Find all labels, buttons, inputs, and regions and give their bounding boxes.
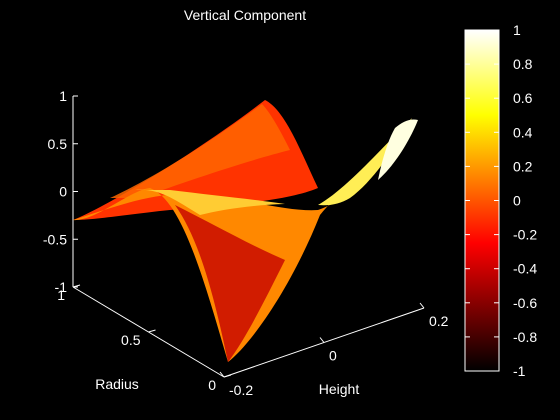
y-axis-ticks: 00.51: [57, 284, 232, 393]
y-axis-label: Radius: [95, 376, 139, 392]
z-axis-ticks: -1 -0.5 0 0.5 1: [43, 88, 78, 295]
x-tick-label: 0.2: [429, 313, 449, 329]
chart-title: Vertical Component: [184, 7, 306, 23]
colorbar-tick-label: -0.8: [513, 329, 537, 345]
x-tick-label: 0: [329, 348, 337, 364]
z-tick-label: 0.5: [48, 136, 68, 152]
y-tick-mark: [72, 284, 81, 288]
surface-back-ridge-highlight: [110, 104, 290, 198]
y-tick-label: 0: [208, 377, 216, 393]
colorbar-ticks: 1 0.8 0.6 0.4 0.2 0 -0.2 -0.4 -0.6 -0.8 -1: [465, 22, 537, 379]
x-axis-ticks: -0.2 0 0.2: [219, 302, 449, 398]
x-tick-mark: [219, 371, 225, 378]
y-tick-mark: [148, 329, 156, 333]
colorbar-tick-label: 0.4: [513, 124, 533, 140]
z-tick-label: -0.5: [43, 231, 67, 247]
colorbar-tick-label: -0.2: [513, 227, 537, 243]
z-tick-label: 0: [59, 184, 67, 200]
surface-yellow-front: [135, 189, 285, 215]
z-tick-label: 1: [59, 88, 67, 104]
colorbar-tick-label: 0.6: [513, 90, 533, 106]
y-tick-label: 1: [57, 287, 65, 303]
x-tick-label: -0.2: [229, 382, 253, 398]
colorbar-tick-label: 0.8: [513, 56, 533, 72]
colorbar-tick-label: -0.4: [513, 261, 537, 277]
colorbar-tick-label: -0.6: [513, 295, 537, 311]
surface-plot: [73, 100, 418, 362]
y-tick-label: 0.5: [121, 332, 141, 348]
colorbar-tick-label: 1: [513, 22, 521, 38]
colorbar: [464, 29, 500, 372]
colorbar-tick-label: -1: [513, 363, 526, 379]
surface-trough-dark: [175, 205, 285, 362]
x-tick-mark: [319, 337, 325, 343]
colorbar-tick-label: 0.2: [513, 158, 533, 174]
y-tick-mark: [223, 374, 232, 378]
colorbar-tick-label: 0: [513, 193, 521, 209]
x-tick-mark: [419, 302, 425, 309]
surface-right-peak: [378, 119, 418, 180]
z-tick-label: -1: [55, 279, 68, 295]
x-axis-label: Height: [319, 381, 360, 397]
